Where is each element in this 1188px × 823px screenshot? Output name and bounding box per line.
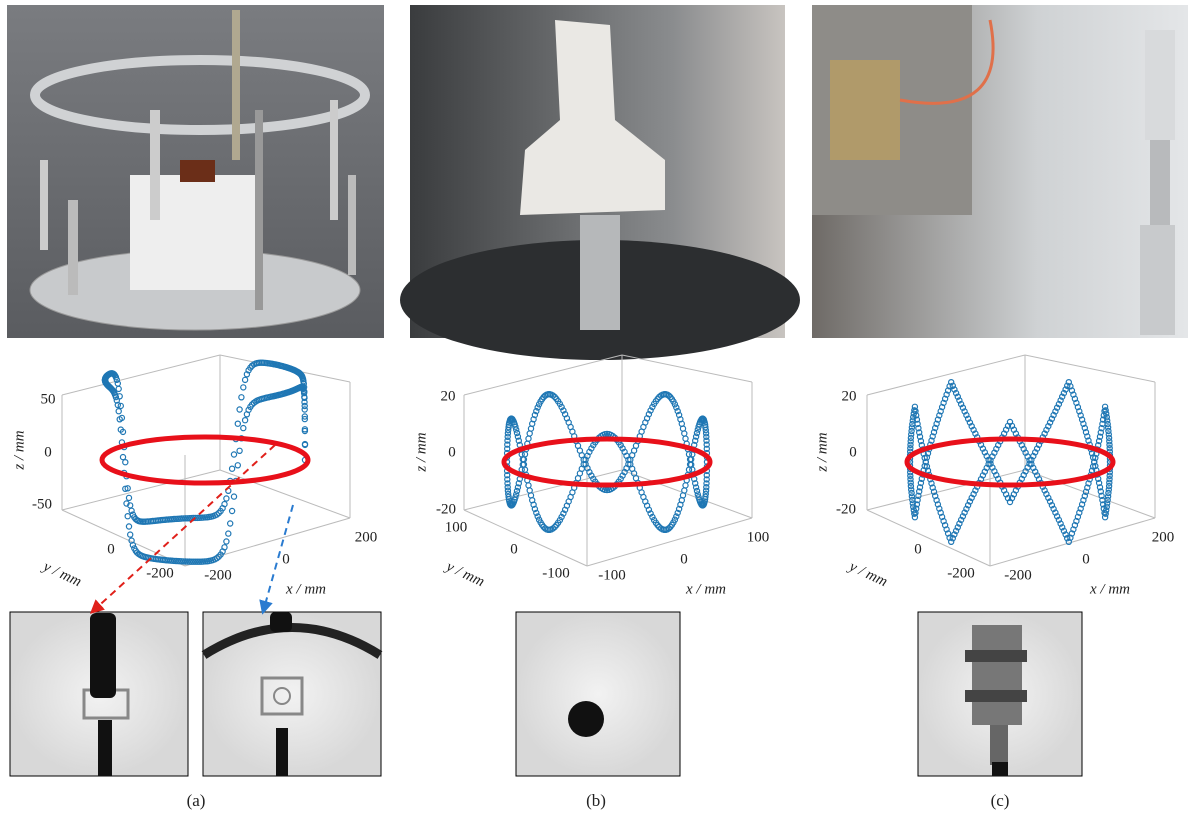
trajectory-point <box>243 418 248 423</box>
axis-frame <box>1025 355 1155 382</box>
trajectory-point <box>241 385 246 390</box>
x-tick: 0 <box>282 551 290 567</box>
caption: (b) <box>586 791 606 810</box>
plot-3d <box>62 355 350 566</box>
z-tick: 0 <box>44 444 52 460</box>
trajectory-point <box>230 508 235 513</box>
trajectory-point <box>526 436 531 441</box>
z-tick: 20 <box>842 388 857 404</box>
x-tick: 0 <box>1082 551 1090 567</box>
trajectory-point <box>683 483 688 488</box>
figure: 50 0 -50 z / mm 0 -200 y / mm -200 0 200… <box>0 0 1188 818</box>
trajectory-point <box>527 488 532 493</box>
z-tick: -20 <box>436 501 456 517</box>
x-tick: 200 <box>355 529 378 545</box>
circle-trajectory <box>504 439 710 485</box>
trajectory-point <box>235 421 240 426</box>
trajectory-point <box>230 466 235 471</box>
arrow-red <box>92 445 275 612</box>
y-tick: 0 <box>510 541 518 557</box>
x-label: x / mm <box>285 581 326 597</box>
trajectory-point <box>123 460 128 465</box>
x-tick: -100 <box>598 567 626 583</box>
y-tick: -100 <box>542 565 570 581</box>
y-tick: -200 <box>146 565 174 581</box>
caption: (a) <box>187 791 206 810</box>
xray-c <box>918 612 1082 776</box>
axis-frame <box>464 470 622 510</box>
trajectory-point <box>116 409 121 414</box>
z-tick: 50 <box>41 391 56 407</box>
z-label: z / mm <box>814 432 830 472</box>
y-tick: -200 <box>947 565 975 581</box>
z-tick: -20 <box>836 501 856 517</box>
y-tick: 0 <box>107 541 115 557</box>
trajectory-point <box>120 455 125 460</box>
trajectory-point <box>126 524 131 529</box>
z-label: z / mm <box>11 430 27 470</box>
y-label: y / mm <box>39 558 84 590</box>
z-tick: 0 <box>448 444 456 460</box>
trajectory-point <box>243 377 248 382</box>
axis-frame <box>62 355 220 395</box>
y-label: y / mm <box>845 558 890 590</box>
trajectory-point <box>522 452 527 457</box>
y-tick: 0 <box>914 541 922 557</box>
trajectory-point <box>686 452 691 457</box>
trajectory-point <box>126 495 131 500</box>
z-label: z / mm <box>413 432 429 472</box>
trajectory-point <box>235 463 240 468</box>
trajectory-point <box>241 426 246 431</box>
axis-frame <box>220 470 350 518</box>
trajectory-point <box>239 395 244 400</box>
x-label: x / mm <box>1089 581 1130 597</box>
axis-frame <box>464 355 622 395</box>
trajectory-point <box>125 514 130 519</box>
y-label: y / mm <box>442 558 487 590</box>
trajectory-point <box>302 403 307 408</box>
x-tick: 200 <box>1152 529 1175 545</box>
trajectory-point <box>526 483 531 488</box>
x-tick: 0 <box>680 551 688 567</box>
xray-b <box>516 612 680 776</box>
axis-frame <box>464 510 587 566</box>
trajectory-point <box>237 448 242 453</box>
trajectory-point <box>683 436 688 441</box>
x-tick: -200 <box>204 567 232 583</box>
caption: (c) <box>991 791 1010 810</box>
photo-c <box>812 5 1188 338</box>
axis-frame <box>867 510 990 566</box>
z-tick: 20 <box>441 388 456 404</box>
photo-a <box>7 5 384 338</box>
plot-3d <box>464 355 752 566</box>
z-tick: -50 <box>32 496 52 512</box>
trajectory-point <box>231 494 236 499</box>
trajectory-point <box>226 531 231 536</box>
axis-frame <box>622 355 752 382</box>
trajectory-point <box>224 539 229 544</box>
x-label: x / mm <box>685 581 726 597</box>
trajectory-point <box>231 452 236 457</box>
trajectory-point <box>116 386 121 391</box>
xray-a1 <box>10 612 188 776</box>
photo-b <box>400 5 800 360</box>
circle-trajectory <box>102 437 308 483</box>
x-tick: -200 <box>1004 567 1032 583</box>
trajectory-point <box>682 431 687 436</box>
plot-3d <box>867 355 1155 566</box>
trajectory-point <box>228 521 233 526</box>
trajectory-point <box>237 407 242 412</box>
circle-trajectory <box>907 439 1113 485</box>
trajectory-point <box>224 496 229 501</box>
trajectory-point <box>128 532 133 537</box>
y-tick: 100 <box>445 519 468 535</box>
x-tick: 100 <box>747 529 770 545</box>
xray-a2 <box>203 612 381 776</box>
z-tick: 0 <box>849 444 857 460</box>
